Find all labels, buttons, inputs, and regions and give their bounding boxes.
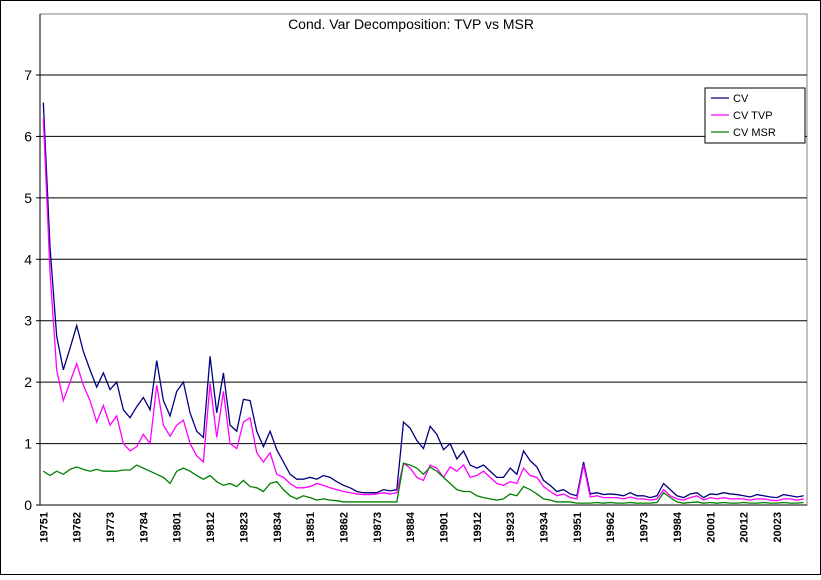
y-tick-label: 1 — [24, 436, 32, 452]
x-tick-label: 19934 — [539, 511, 551, 542]
x-tick-label: 19823 — [238, 512, 250, 543]
legend-label: CV MSR — [733, 127, 776, 139]
x-tick-label: 19812 — [205, 512, 217, 543]
series-line — [42, 462, 804, 504]
x-tick-label: 20023 — [772, 512, 784, 543]
x-tick-label: 20001 — [705, 512, 717, 543]
y-tick-label: 3 — [24, 313, 32, 329]
x-tick-label: 19973 — [639, 512, 651, 543]
x-tick-label: 19873 — [372, 512, 384, 543]
x-tick-label: 19912 — [472, 512, 484, 543]
x-tick-label: 19951 — [572, 512, 584, 543]
x-tick-label: 19784 — [138, 511, 150, 542]
x-tick-label: 19751 — [38, 512, 50, 543]
x-tick-label: 19773 — [105, 512, 117, 543]
x-tick-label: 19834 — [272, 511, 284, 542]
x-tick-label: 19901 — [439, 512, 451, 543]
x-tick-label: 19762 — [72, 512, 84, 543]
y-tick-label: 5 — [24, 190, 32, 206]
x-tick-label: 19862 — [338, 512, 350, 543]
x-tick-label: 19923 — [505, 512, 517, 543]
x-tick-label: 19851 — [305, 512, 317, 543]
y-tick-label: 6 — [24, 128, 32, 144]
y-tick-label: 4 — [24, 251, 32, 267]
series-line — [42, 117, 804, 502]
legend-label: CV TVP — [733, 110, 773, 122]
x-tick-label: 19801 — [172, 512, 184, 543]
x-tick-label: 19984 — [672, 511, 684, 542]
y-tick-label: 7 — [24, 67, 32, 83]
x-tick-label: 19962 — [605, 512, 617, 543]
legend-label: CV — [733, 93, 749, 105]
x-tick-label: 20012 — [739, 512, 751, 543]
y-tick-label: 0 — [24, 497, 32, 513]
series-line — [42, 102, 804, 499]
y-tick-label: 2 — [24, 374, 32, 390]
x-tick-label: 19884 — [405, 511, 417, 542]
chart-title: Cond. Var Decomposition: TVP vs MSR — [288, 16, 534, 32]
